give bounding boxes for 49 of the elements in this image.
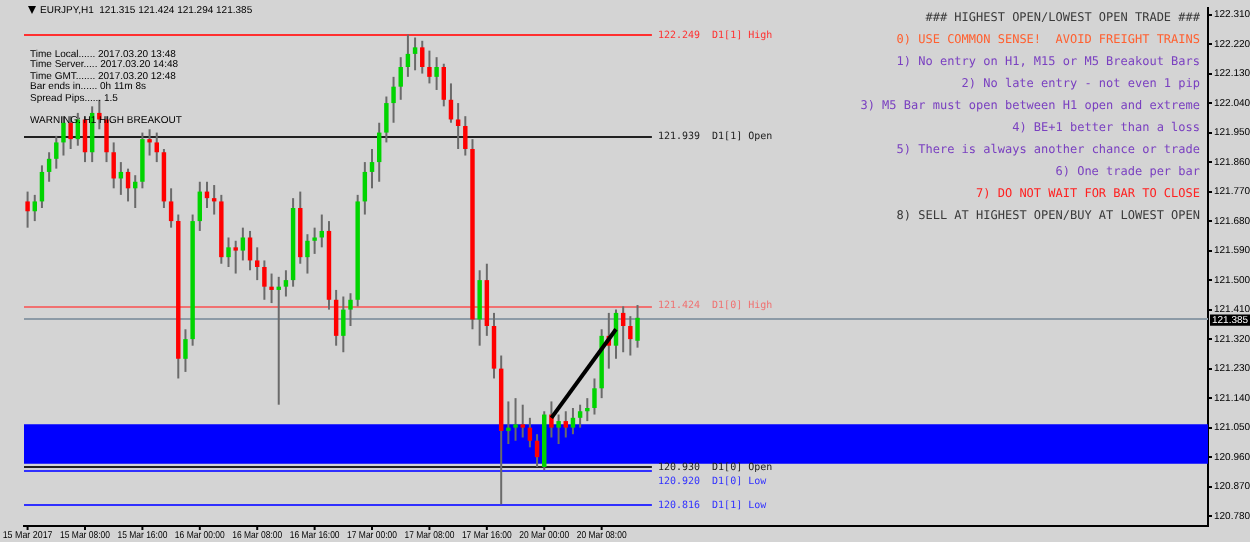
candlestick: [441, 62, 447, 108]
candlestick: [384, 95, 389, 144]
candlestick: [405, 33, 411, 78]
candlestick: [577, 403, 583, 429]
candlestick: [348, 292, 353, 328]
candlestick: [398, 56, 403, 101]
candlestick: [269, 272, 274, 305]
candlestick: [520, 403, 525, 439]
candlestick: [427, 49, 432, 85]
candlestick: [369, 147, 375, 190]
candlestick: [226, 236, 231, 268]
candlestick: [46, 151, 52, 183]
candlestick: [333, 288, 339, 347]
candlestick: [484, 262, 490, 337]
candlestick: [341, 295, 346, 354]
candlestick: [154, 131, 159, 164]
candlestick: [140, 131, 145, 190]
candlestick: [262, 259, 267, 301]
candlestick: [420, 39, 425, 75]
candlestick: [25, 190, 30, 229]
candlestick: [506, 400, 511, 446]
candlestick: [628, 315, 633, 357]
candlestick: [233, 239, 238, 275]
candlestick: [312, 226, 317, 255]
candlestick: [412, 36, 418, 72]
candlestick: [247, 229, 253, 272]
candlestick: [391, 75, 396, 124]
candlestick: [592, 377, 597, 416]
candlestick: [32, 193, 37, 223]
candlestick: [147, 128, 152, 157]
candlestick: [240, 226, 246, 262]
candlestick: [635, 304, 640, 349]
candlestick: [513, 397, 518, 442]
candlestick: [620, 305, 626, 354]
candlestick: [54, 134, 59, 170]
candlestick: [254, 246, 260, 282]
candlestick: [183, 328, 188, 373]
candlestick: [305, 233, 310, 275]
candlestick: [434, 56, 439, 91]
candlestick: [527, 416, 533, 449]
candlestick: [556, 413, 561, 446]
candlestick: [168, 187, 174, 229]
candlestick: [283, 269, 289, 298]
candlestick: [491, 311, 497, 380]
candlestick: [563, 410, 568, 439]
candlestick: [570, 406, 576, 436]
candlestick: [549, 400, 554, 439]
candlestick: [477, 269, 482, 347]
candlestick: [455, 102, 461, 150]
